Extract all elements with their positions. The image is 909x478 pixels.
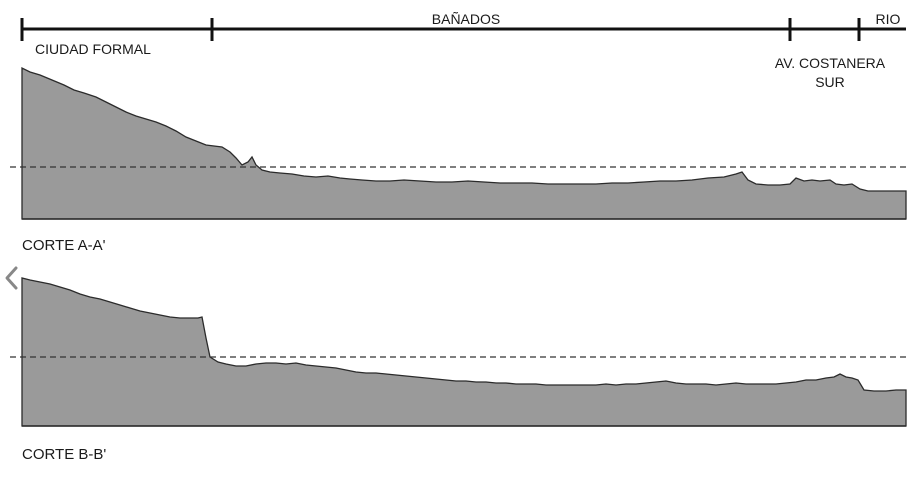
section-a-profile xyxy=(10,66,907,220)
zone-label-rio: RIO xyxy=(876,11,901,27)
section-label-b: CORTE B-B' xyxy=(22,446,106,463)
zone-label-av-costanera-line-1: AV. COSTANERA xyxy=(775,55,886,71)
section-b-profile xyxy=(10,277,907,427)
zone-scale-bar xyxy=(20,18,906,41)
zone-label-av-costanera-line-2: SUR xyxy=(815,74,845,90)
chevron-left-icon[interactable] xyxy=(5,266,18,290)
terrain-profile-a xyxy=(21,66,907,220)
terrain-profile-b xyxy=(21,277,907,427)
section-label-a: CORTE A-A' xyxy=(22,237,106,254)
zone-label-ciudad-formal: CIUDAD FORMAL xyxy=(35,41,151,57)
zone-label-banados: BAÑADOS xyxy=(432,11,500,27)
